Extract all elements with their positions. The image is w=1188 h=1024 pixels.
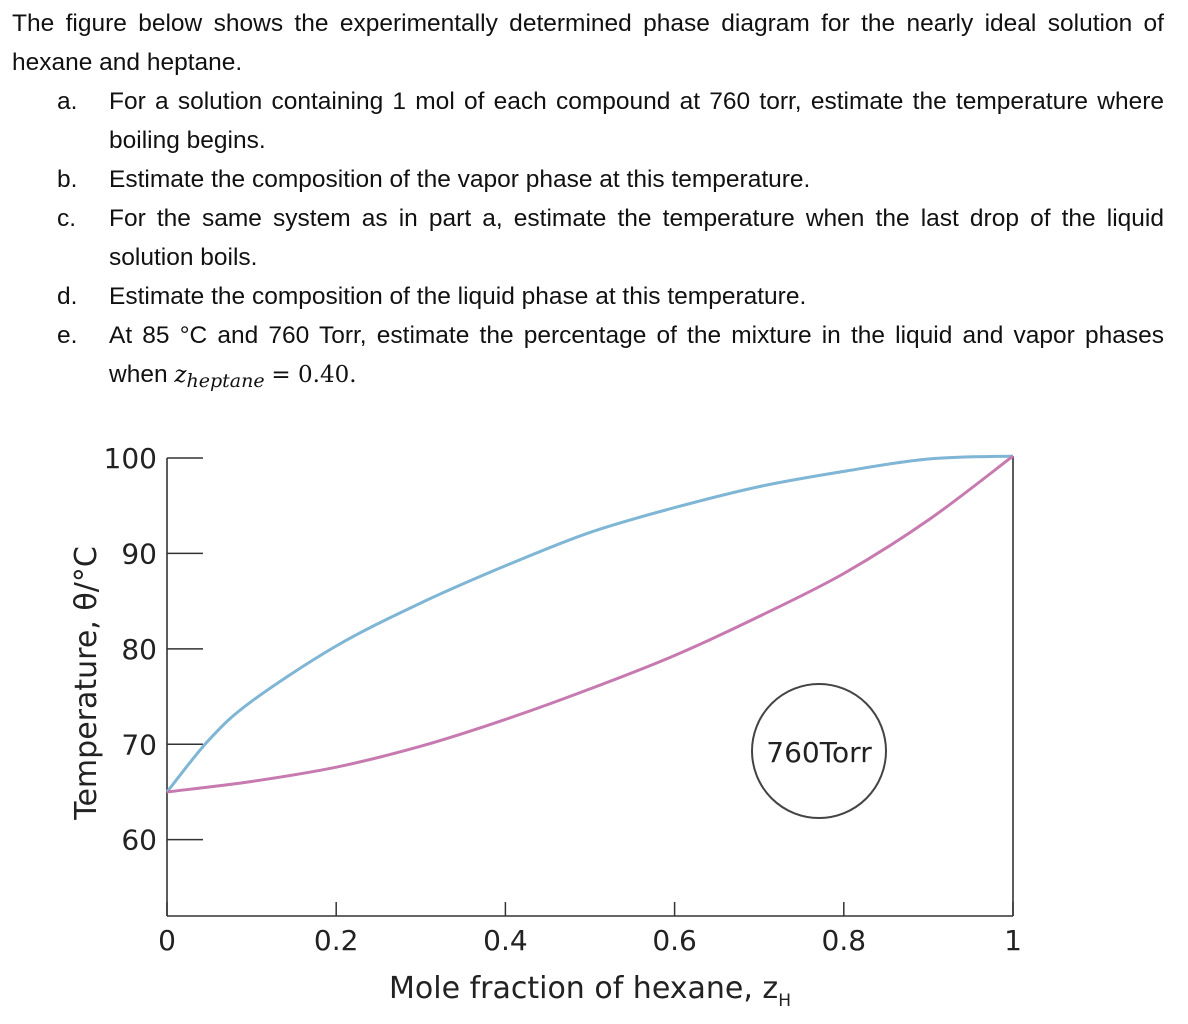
- item-letter: e.: [57, 322, 78, 349]
- item-letter: b.: [57, 166, 78, 193]
- item-text: For the same system as in part a, estima…: [109, 205, 1164, 271]
- annotation-label: 760Torr: [766, 736, 872, 769]
- question-item-d: d. Estimate the composition of the liqui…: [12, 277, 1164, 316]
- question-intro: The figure below shows the experimentall…: [12, 10, 1164, 76]
- x-tick-label: 0: [158, 924, 176, 957]
- chart-axes: [166, 456, 1014, 917]
- y-axis-label: Temperature, θ/°C: [69, 546, 104, 821]
- item-letter: a.: [57, 88, 78, 115]
- question-item-b: b. Estimate the composition of the vapor…: [12, 160, 1164, 199]
- y-tick-label: 80: [121, 633, 157, 666]
- x-axis-label-subscript: H: [778, 991, 791, 1011]
- item-letter: d.: [57, 283, 78, 310]
- x-tick-label: 0.6: [652, 924, 697, 957]
- lower-curve: [166, 454, 1014, 794]
- math-subscript: heptane: [186, 370, 265, 392]
- x-axis-label-main: Mole fraction of hexane, z: [389, 971, 778, 1006]
- item-text: At 85 °C and 760 Torr, estimate the perc…: [109, 322, 1164, 388]
- math-z-heptane: zheptane: [174, 362, 264, 392]
- math-value: = 0.40.: [271, 362, 357, 388]
- y-tick-label: 100: [104, 442, 157, 475]
- chart-labels: 60 70 80 90 100 0 0.2 0.4 0.6 0.8 1 760Torr Mole fra…: [69, 442, 1022, 1011]
- math-symbol: z: [174, 362, 187, 388]
- item-text: Estimate the composition of the liquid p…: [109, 283, 807, 310]
- x-tick-label: 0.8: [822, 924, 867, 957]
- item-letter: c.: [57, 205, 77, 232]
- item-text: Estimate the composition of the vapor ph…: [109, 166, 811, 193]
- y-tick-label: 60: [121, 824, 157, 857]
- question-text: The figure below shows the experimentall…: [12, 4, 1164, 401]
- question-item-a: a. For a solution containing 1 mol of ea…: [12, 82, 1164, 160]
- x-axis-label: Mole fraction of hexane, zH: [389, 971, 791, 1011]
- x-tick-label: 1: [1004, 924, 1022, 957]
- chart-curves: [165, 454, 1014, 794]
- y-tick-label: 70: [121, 728, 157, 761]
- item-text: For a solution containing 1 mol of each …: [109, 88, 1164, 154]
- annotation-circle: [751, 683, 887, 819]
- y-tick-label: 90: [121, 537, 157, 570]
- upper-curve: [165, 454, 1014, 793]
- question-item-c: c. For the same system as in part a, est…: [12, 199, 1164, 277]
- x-tick-label: 0.4: [483, 924, 528, 957]
- question-item-e: e. At 85 °C and 760 Torr, estimate the p…: [12, 316, 1164, 401]
- x-tick-label: 0.2: [314, 924, 359, 957]
